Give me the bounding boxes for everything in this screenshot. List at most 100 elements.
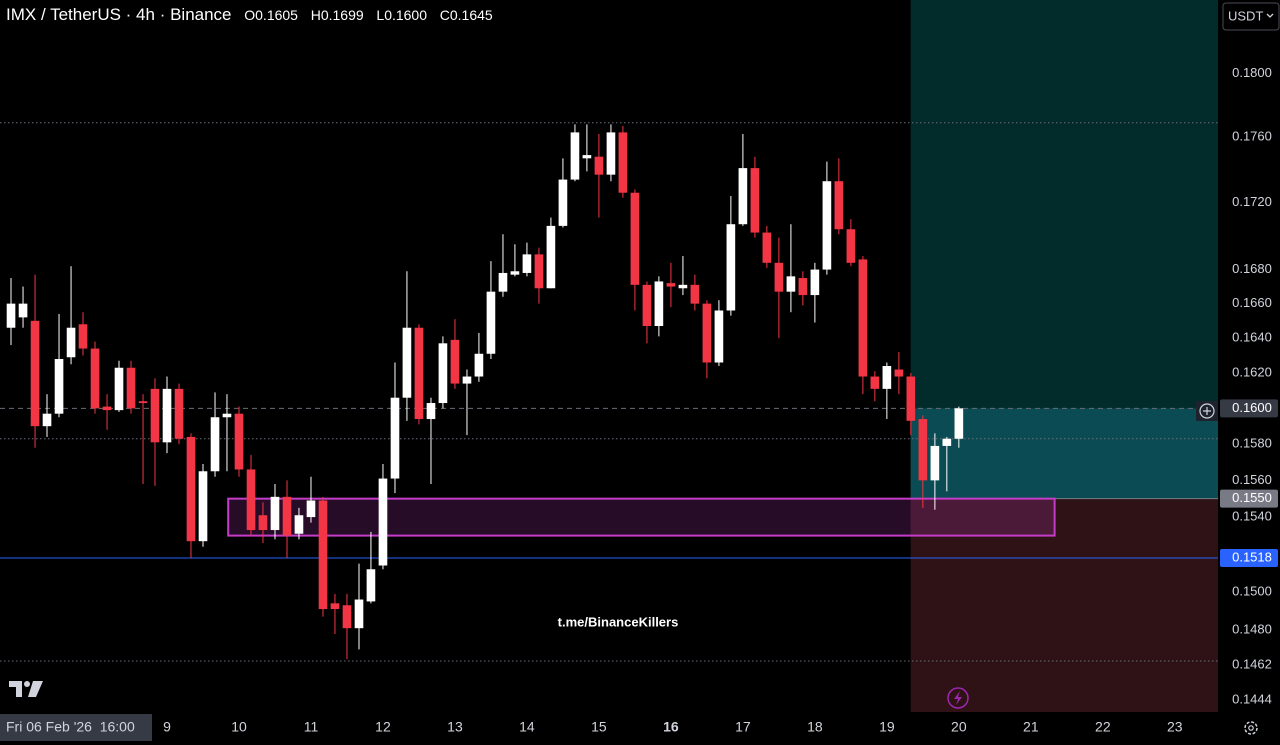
- candle-body: [558, 179, 568, 226]
- add-button[interactable]: [1196, 401, 1218, 421]
- candle-body: [726, 224, 736, 311]
- x-tick-label: 21: [1023, 719, 1039, 735]
- currency-button[interactable]: USDT: [1222, 2, 1280, 31]
- candle-body: [378, 478, 388, 566]
- candle-body: [570, 132, 580, 180]
- x-tick-label: 12: [375, 719, 391, 735]
- settings-button[interactable]: [1244, 721, 1258, 735]
- candle-body: [954, 408, 964, 439]
- crosshair-label: Fri 06 Feb '26 16:00: [6, 719, 135, 735]
- candle-body: [402, 327, 412, 398]
- candle-body: [498, 272, 508, 292]
- logo-part: [28, 681, 43, 697]
- candle-body: [606, 132, 616, 175]
- candle-body: [870, 376, 880, 389]
- y-axis-bg: [1218, 32, 1280, 712]
- candle-body: [942, 438, 952, 446]
- candle-body: [450, 339, 460, 384]
- y-tick-label: 0.1444: [1232, 692, 1272, 707]
- x-tick-label: 13: [447, 719, 463, 735]
- x-tick-label: 15: [591, 719, 607, 735]
- candle-body: [330, 603, 340, 610]
- y-tick-label: 0.1560: [1232, 472, 1272, 487]
- logo-part: [9, 681, 22, 697]
- plot-area: [0, 0, 1218, 712]
- x-tick-label: 22: [1095, 719, 1111, 735]
- candle-body: [306, 500, 316, 518]
- candle-body: [30, 320, 40, 427]
- alert-icon[interactable]: [947, 687, 969, 709]
- candle-body: [6, 303, 16, 328]
- candle-body: [318, 500, 328, 610]
- candle-body: [414, 327, 424, 420]
- chart-title: IMX / TetherUS · 4h · Binance: [6, 5, 232, 24]
- watermark: t.me/BinanceKillers: [558, 614, 679, 629]
- candle-body: [18, 303, 28, 318]
- candle-body: [222, 413, 232, 418]
- y-tick-label: 0.1720: [1232, 194, 1272, 209]
- candle-body: [594, 156, 604, 175]
- x-tick-label: 9: [163, 719, 171, 735]
- x-tick-label: 19: [879, 719, 895, 735]
- x-tick-label: 11: [304, 719, 319, 735]
- logo: [9, 681, 43, 697]
- price-label: 0.1518: [1232, 549, 1272, 564]
- header: IMX / TetherUS · 4h · Binance O0.1605 H0…: [6, 5, 493, 24]
- logo-part: [24, 681, 30, 687]
- candle-body: [366, 569, 376, 602]
- add-plus[interactable]: [1203, 407, 1211, 415]
- candle-body: [534, 254, 544, 289]
- candle-body: [786, 276, 796, 292]
- x-tick-label: 17: [735, 719, 751, 735]
- candle-body: [762, 232, 772, 263]
- price-label-bg: [1220, 548, 1278, 567]
- candle-body: [642, 284, 652, 326]
- add-ring[interactable]: [1199, 403, 1215, 419]
- candle-body: [714, 310, 724, 363]
- supply-zone: [227, 497, 1056, 537]
- gear-core[interactable]: [1248, 725, 1254, 731]
- candle-body: [270, 496, 280, 531]
- candle-body: [438, 343, 448, 404]
- candle-body: [390, 397, 400, 479]
- candle-body: [90, 348, 100, 409]
- price-label-bg: [1220, 399, 1278, 418]
- x-tick-label: 14: [519, 719, 535, 735]
- icon-bolt[interactable]: [954, 691, 962, 705]
- button-frame[interactable]: [1222, 2, 1280, 31]
- x-tick-label: 23: [1167, 719, 1183, 735]
- candle-body: [282, 496, 292, 536]
- candle-body: [66, 327, 76, 358]
- candle-body: [546, 225, 556, 289]
- candle-body: [918, 419, 928, 481]
- y-tick-label: 0.1640: [1232, 330, 1272, 345]
- y-tick-label: 0.1660: [1232, 295, 1272, 310]
- candle-body: [618, 132, 628, 193]
- gear[interactable]: [1244, 721, 1258, 735]
- y-tick-label: 0.1480: [1232, 622, 1272, 637]
- candle-body: [774, 262, 784, 292]
- candle-body: [666, 283, 676, 287]
- x-tick-label: 16: [663, 719, 679, 735]
- candle-body: [906, 376, 916, 421]
- ohlc-key: H: [311, 7, 321, 23]
- candle-body: [342, 605, 352, 629]
- candle-body: [138, 401, 148, 404]
- price-label-bg: [1220, 489, 1278, 508]
- y-tick-label: 0.1580: [1232, 436, 1272, 451]
- ohlc-value: 0.1699: [321, 7, 364, 23]
- chevron[interactable]: [1266, 13, 1274, 18]
- candle-body: [294, 515, 304, 534]
- candle-body: [750, 168, 760, 233]
- candle-body: [798, 278, 808, 296]
- icon-ring[interactable]: [947, 687, 969, 709]
- candle-body: [486, 291, 496, 354]
- button-label[interactable]: USDT: [1228, 8, 1263, 23]
- candle-body: [354, 599, 364, 629]
- candle-body: [198, 471, 208, 542]
- candle-body: [126, 367, 136, 409]
- y-tick-label: 0.1800: [1232, 65, 1272, 80]
- candle-body: [690, 284, 700, 304]
